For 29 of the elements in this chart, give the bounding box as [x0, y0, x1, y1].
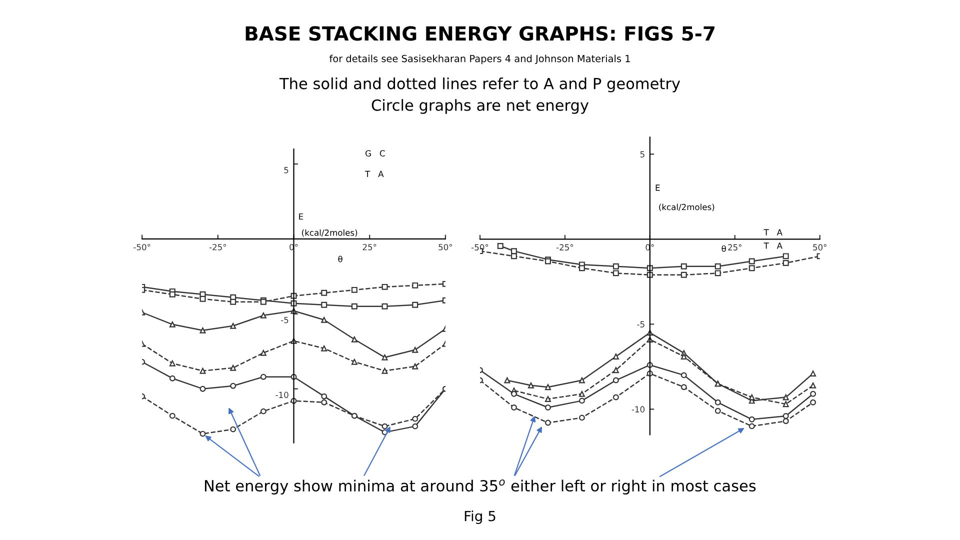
- annotation: T A: [365, 170, 384, 177]
- annotation: Net energy show minima at around 35$^{o}$ either left or right in most cases: [204, 479, 756, 494]
- text: Circle graphs are net energy: [372, 99, 589, 114]
- y-tick-label: 5: [640, 151, 644, 158]
- annotation: G C: [366, 150, 385, 157]
- y-tick-label: -10: [632, 406, 645, 412]
- text: for details see Sasisekharan Papers 4 and Johnson Materials 1: [329, 54, 630, 64]
- x-tick-label: 50°: [813, 244, 826, 250]
- annotation: (kcal/2moles): [659, 204, 714, 212]
- y-tick-label: -5: [637, 321, 644, 328]
- y-tick-label: 5: [284, 167, 288, 174]
- chart-title: BASE STACKING ENERGY GRAPHS: FIGS 5-7: [246, 26, 714, 41]
- caption: Fig 5: [464, 510, 496, 524]
- annotation: T A: [764, 229, 782, 236]
- annotation: E: [299, 213, 304, 220]
- y-tick-label: -10: [276, 392, 288, 398]
- x-tick-label: -25°: [556, 244, 574, 250]
- x-tick-label: -50°: [134, 244, 150, 250]
- x-tick-label: 50°: [438, 244, 452, 250]
- x-tick-label: -25°: [209, 244, 226, 250]
- annotation: (kcal/2moles): [302, 229, 358, 237]
- x-tick-label: 25°: [728, 244, 742, 250]
- x-tick-label: 25°: [362, 244, 376, 250]
- annotation: θ: [722, 245, 726, 252]
- annotation: T A: [764, 242, 782, 249]
- text: The solid and dotted lines refer to A and P geometry: [279, 77, 680, 92]
- annotation: θ: [338, 256, 342, 262]
- y-tick-label: -5: [281, 316, 288, 324]
- annotation: E: [656, 184, 660, 191]
